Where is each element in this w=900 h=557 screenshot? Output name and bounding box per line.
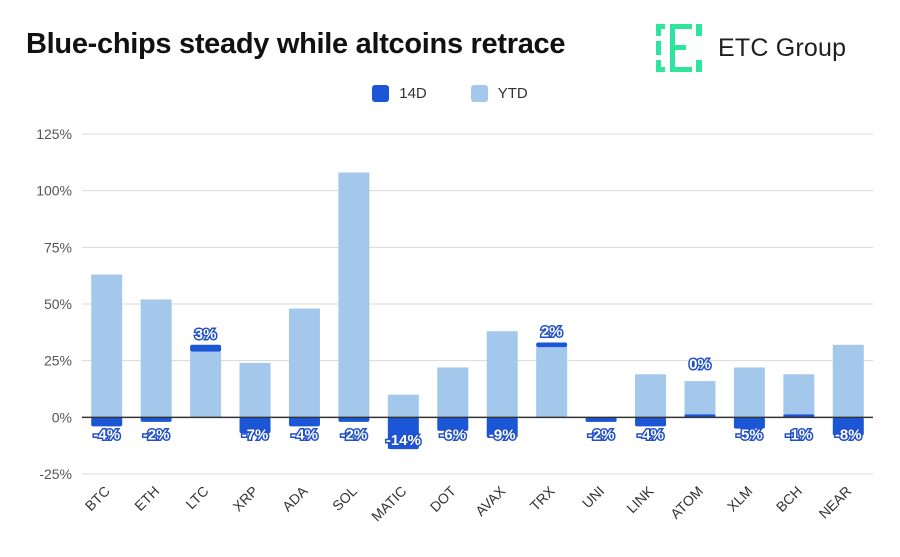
bar-ytd — [783, 374, 815, 418]
data-label-14d: -4% — [291, 426, 318, 443]
legend-item-14d: 14D — [372, 85, 427, 102]
y-tick-label: 75% — [44, 239, 72, 255]
x-tick-label: XLM — [724, 483, 756, 515]
y-tick-label: 50% — [44, 296, 72, 312]
data-label-14d: -9% — [489, 426, 516, 443]
data-label-14d: -6% — [439, 426, 466, 443]
x-tick-label: BTC — [82, 483, 113, 514]
bar-ytd — [288, 308, 320, 418]
bar-ytd — [486, 331, 518, 418]
chart-legend: 14D YTD — [0, 85, 900, 102]
x-tick-label: DOT — [427, 482, 460, 515]
x-tick-label: LINK — [623, 482, 657, 516]
bar-14d — [832, 417, 864, 436]
bar-ytd — [832, 344, 864, 418]
bar-ytd — [387, 394, 419, 418]
bar-ytd — [338, 172, 370, 418]
data-label-14d: -8% — [835, 426, 862, 443]
bar-14d — [239, 417, 271, 434]
bar-ytd — [239, 362, 271, 418]
data-label-14d: -1% — [786, 426, 813, 443]
bar-14d — [437, 417, 469, 431]
x-tick-label: MATIC — [368, 483, 409, 524]
bar-ytd — [190, 351, 222, 418]
bar-ytd — [684, 381, 716, 418]
data-label-14d: 3% — [195, 326, 217, 343]
legend-swatch-14d — [372, 85, 390, 102]
x-tick-label: ATOM — [667, 483, 706, 522]
x-tick-label: BCH — [773, 483, 805, 515]
legend-label-ytd: YTD — [497, 85, 528, 102]
bar-ytd — [536, 347, 568, 418]
data-label-14d: -2% — [588, 426, 615, 443]
bar-14d — [338, 417, 370, 422]
bar-14d — [486, 417, 518, 438]
x-tick-label: XRP — [229, 483, 261, 515]
data-label-14d: -14% — [386, 432, 421, 449]
x-tick-label: NEAR — [816, 483, 855, 522]
y-tick-label: 100% — [36, 183, 72, 199]
y-tick-label: 0% — [52, 409, 72, 425]
data-label-14d: -2% — [341, 426, 368, 443]
etc-group-logo-icon — [656, 24, 702, 72]
bar-14d — [288, 417, 320, 427]
legend-swatch-ytd — [470, 85, 488, 102]
bar-14d — [536, 342, 568, 348]
x-tick-label: UNI — [579, 483, 607, 511]
data-label-14d: -4% — [93, 426, 120, 443]
data-label-14d: 0% — [689, 356, 711, 373]
y-tick-label: 25% — [44, 353, 72, 369]
data-label-14d: -2% — [143, 426, 170, 443]
bar-ytd — [635, 374, 667, 418]
bar-14d — [91, 417, 123, 427]
bar-14d — [190, 344, 222, 352]
brand-name: ETC Group — [718, 33, 847, 62]
x-tick-label: AVAX — [472, 482, 509, 519]
x-tick-label: ETH — [131, 483, 162, 514]
bar-ytd — [140, 299, 172, 418]
data-label-14d: -7% — [242, 426, 269, 443]
legend-label-14d: 14D — [399, 85, 427, 102]
bar-14d — [585, 417, 617, 422]
y-tick-label: 125% — [36, 126, 72, 142]
bar-14d — [387, 417, 419, 450]
legend-item-ytd: YTD — [470, 85, 528, 102]
x-tick-label: LTC — [182, 483, 211, 512]
x-tick-label: ADA — [279, 482, 311, 514]
y-tick-label: -25% — [39, 466, 72, 482]
chart-title: Blue-chips steady while altcoins retrace — [26, 28, 566, 60]
data-label-14d: 2% — [541, 324, 563, 341]
bar-ytd — [437, 367, 469, 418]
brand-logo: ETC Group — [656, 24, 846, 72]
bar-14d — [635, 417, 667, 427]
bar-ytd — [733, 367, 765, 418]
bar-14d — [733, 417, 765, 429]
bar-ytd — [91, 274, 123, 418]
bar-14d — [140, 417, 172, 422]
x-tick-label: TRX — [527, 482, 559, 514]
data-label-14d: -4% — [637, 426, 664, 443]
data-label-14d: -5% — [736, 426, 763, 443]
x-tick-label: SOL — [329, 483, 360, 514]
